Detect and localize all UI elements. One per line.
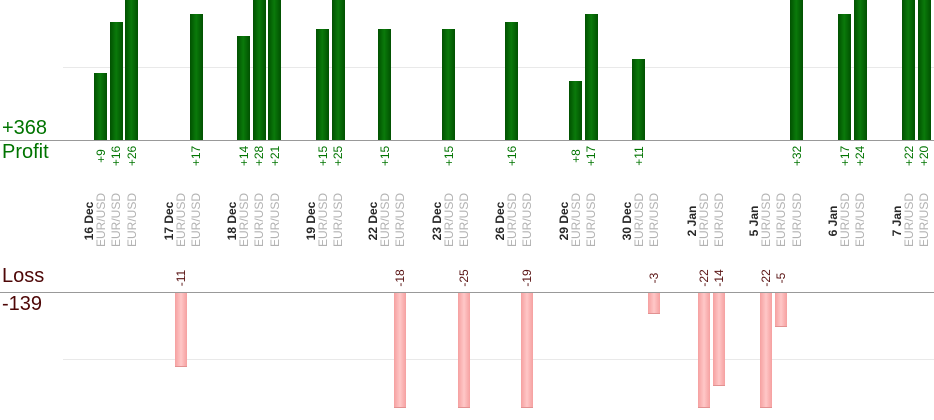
profit-value-label: +9 xyxy=(93,149,108,163)
instrument-label: EUR/USD xyxy=(789,192,804,248)
instrument-label: EUR/USD xyxy=(189,192,203,248)
instrument-label: EUR/USD xyxy=(377,192,392,248)
instrument-label: EUR/USD xyxy=(917,192,931,248)
instrument-label: EUR/USD xyxy=(901,192,916,248)
profit-value-label: +26 xyxy=(124,145,139,167)
loss-gridline-minus10 xyxy=(63,359,934,360)
profit-bar xyxy=(378,29,391,140)
loss-bar xyxy=(759,293,772,408)
profit-value-label: +14 xyxy=(236,145,251,167)
profit-value-label: +16 xyxy=(109,145,123,167)
loss-value-label: -25 xyxy=(457,269,471,287)
profit-value-label: +17 xyxy=(837,145,852,167)
instrument-label: EUR/USD xyxy=(631,192,646,248)
profit-bar xyxy=(442,29,455,140)
profit-bar xyxy=(505,22,518,140)
profit-bar xyxy=(790,0,803,140)
instrument-label: EUR/USD xyxy=(93,192,108,248)
loss-bar xyxy=(458,293,470,408)
loss-value-label: -11 xyxy=(173,269,188,287)
loss-bar xyxy=(648,293,660,314)
profit-bar xyxy=(252,0,266,140)
profit-bar xyxy=(569,81,582,140)
loss-bar xyxy=(713,293,725,386)
instrument-label: EUR/USD xyxy=(252,192,266,248)
instrument-label: EUR/USD xyxy=(696,192,711,248)
profit-value-label: +25 xyxy=(331,145,345,167)
instrument-label: EUR/USD xyxy=(315,192,330,248)
profit-value-label: +15 xyxy=(315,145,330,167)
loss-axis-line xyxy=(0,292,934,293)
loss-bar xyxy=(394,293,406,408)
profit-bar xyxy=(331,0,345,140)
instrument-label: EUR/USD xyxy=(109,192,123,248)
profit-bar xyxy=(94,73,107,140)
profit-value-label: +22 xyxy=(901,145,916,167)
profit-bar xyxy=(838,14,851,140)
profit-value-label: +21 xyxy=(267,145,282,167)
profit-gridline-plus10 xyxy=(63,67,934,68)
instrument-label: EUR/USD xyxy=(457,192,471,248)
profit-value-label: +28 xyxy=(252,145,266,167)
loss-bar xyxy=(521,293,533,408)
profit-value-label: +8 xyxy=(568,149,583,163)
profit-bar xyxy=(632,59,645,140)
instrument-label: EUR/USD xyxy=(758,192,773,248)
instrument-label: EUR/USD xyxy=(568,192,583,248)
instrument-label: EUR/USD xyxy=(331,192,345,248)
loss-bar xyxy=(174,293,187,367)
profit-bar xyxy=(853,0,867,140)
profit-bar xyxy=(902,0,915,140)
profit-value-label: +11 xyxy=(631,146,646,166)
instrument-label: EUR/USD xyxy=(393,192,407,248)
profit-bar xyxy=(917,0,931,140)
profit-bar xyxy=(109,22,123,140)
instrument-label: EUR/USD xyxy=(712,192,726,248)
profit-bar xyxy=(237,36,250,140)
loss-value-label: -14 xyxy=(712,269,726,287)
loss-value-label: -22 xyxy=(696,269,711,287)
instrument-label: EUR/USD xyxy=(441,192,456,248)
instrument-label: EUR/USD xyxy=(774,192,788,248)
profit-bar xyxy=(584,14,598,140)
loss-value-label: -3 xyxy=(647,272,661,284)
loss-value-label: -18 xyxy=(393,269,407,287)
profit-value-label: +15 xyxy=(377,145,392,167)
profit-axis-title: Profit xyxy=(2,141,49,163)
profit-bar xyxy=(316,29,329,140)
instrument-label: EUR/USD xyxy=(173,192,188,248)
profit-value-label: +17 xyxy=(584,145,598,167)
loss-axis-title: Loss xyxy=(2,265,45,287)
instrument-label: EUR/USD xyxy=(236,192,251,248)
profit-bar xyxy=(189,14,203,140)
profit-value-label: +15 xyxy=(441,145,456,167)
instrument-label: EUR/USD xyxy=(853,192,867,248)
profit-axis-line xyxy=(0,140,934,141)
profit-bar xyxy=(268,0,281,140)
instrument-label: EUR/USD xyxy=(647,192,661,248)
loss-bar xyxy=(697,293,710,408)
loss-value-label: -22 xyxy=(758,269,773,287)
instrument-label: EUR/USD xyxy=(520,192,534,248)
profit-value-label: +20 xyxy=(917,145,931,167)
loss-bar xyxy=(775,293,787,327)
profit-value-label: +32 xyxy=(789,145,804,167)
instrument-label: EUR/USD xyxy=(504,192,519,248)
loss-total-label: -139 xyxy=(2,293,43,315)
profit-value-label: +17 xyxy=(189,145,203,167)
instrument-label: EUR/USD xyxy=(124,192,139,248)
profit-total-label: +368 xyxy=(2,117,48,139)
instrument-label: EUR/USD xyxy=(267,192,282,248)
loss-value-label: -19 xyxy=(520,269,534,287)
profit-value-label: +24 xyxy=(853,145,867,167)
loss-value-label: -5 xyxy=(774,272,788,284)
profit-bar xyxy=(125,0,138,140)
instrument-label: EUR/USD xyxy=(837,192,852,248)
instrument-label: EUR/USD xyxy=(584,192,598,248)
profit-value-label: +16 xyxy=(504,145,519,167)
